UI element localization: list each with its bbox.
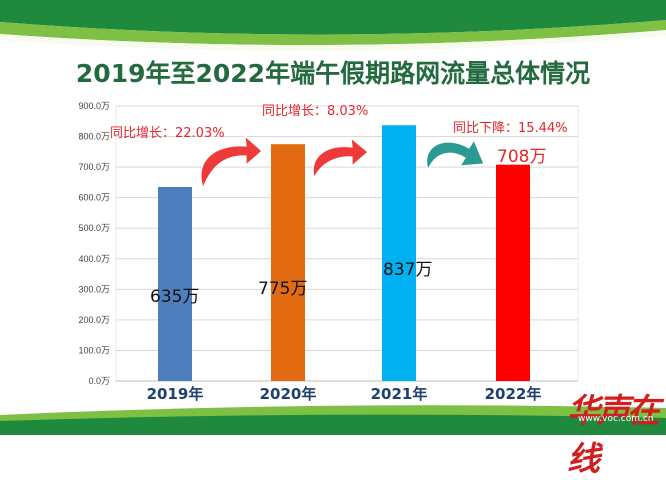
top-wave-dark — [0, 0, 666, 35]
bar — [158, 186, 192, 381]
x-tick-label: 2021年 — [371, 385, 428, 403]
x-tick-label: 2019年 — [147, 385, 204, 403]
bars — [158, 125, 530, 381]
bar-value-label: 775万 — [258, 279, 307, 299]
top-wave-light — [0, 20, 666, 46]
bar-labels: 635万 775万 837万 708万 — [150, 147, 546, 307]
chart-title: 2019年至2022年端午假期路网流量总体情况 — [75, 59, 591, 88]
bar — [382, 125, 416, 381]
brand-logo: 华声在线 — [567, 391, 660, 478]
x-axis-ticks: 2019年 2020年 2021年 2022年 — [147, 385, 542, 403]
y-tick-label: 600.0万 — [78, 193, 110, 203]
curved-arrow — [312, 136, 369, 180]
annotations: 同比增长：22.03% 同比增长：8.03% 同比下降：15.44% — [110, 104, 568, 141]
y-tick-label: 0.0万 — [88, 376, 110, 386]
bar-value-label: 635万 — [150, 287, 199, 307]
bar — [271, 144, 305, 381]
y-axis-ticks: 0.0万 100.0万 200.0万 300.0万 400.0万 500.0万 600.0万… — [78, 101, 110, 386]
y-tick-label: 800.0万 — [78, 132, 110, 142]
bar-value-label: 708万 — [497, 147, 546, 167]
top-wave-white — [0, 30, 666, 52]
x-tick-label: 2022年 — [485, 385, 542, 403]
arrows — [200, 134, 485, 190]
curved-arrow — [200, 134, 263, 190]
chart-canvas: 0.0万 100.0万 200.0万 300.0万 400.0万 500.0万 600.0万… — [0, 0, 666, 435]
bar — [496, 164, 530, 381]
site-url: www.voc.com.cn — [578, 414, 654, 424]
change-annotation: 同比增长：22.03% — [110, 126, 225, 141]
y-tick-label: 300.0万 — [78, 284, 110, 294]
y-tick-label: 500.0万 — [78, 223, 110, 233]
change-annotation: 同比下降：15.44% — [453, 121, 568, 136]
y-tick-label: 400.0万 — [78, 254, 110, 264]
curved-arrow — [425, 138, 485, 172]
change-annotation: 同比增长：8.03% — [262, 104, 368, 119]
y-tick-label: 900.0万 — [78, 101, 110, 111]
bottom-wave-dark — [0, 414, 666, 435]
x-tick-label: 2020年 — [260, 385, 317, 403]
bar-value-label: 837万 — [383, 260, 432, 280]
y-tick-label: 200.0万 — [78, 315, 110, 325]
y-tick-label: 100.0万 — [78, 345, 110, 355]
y-tick-label: 700.0万 — [78, 162, 110, 172]
